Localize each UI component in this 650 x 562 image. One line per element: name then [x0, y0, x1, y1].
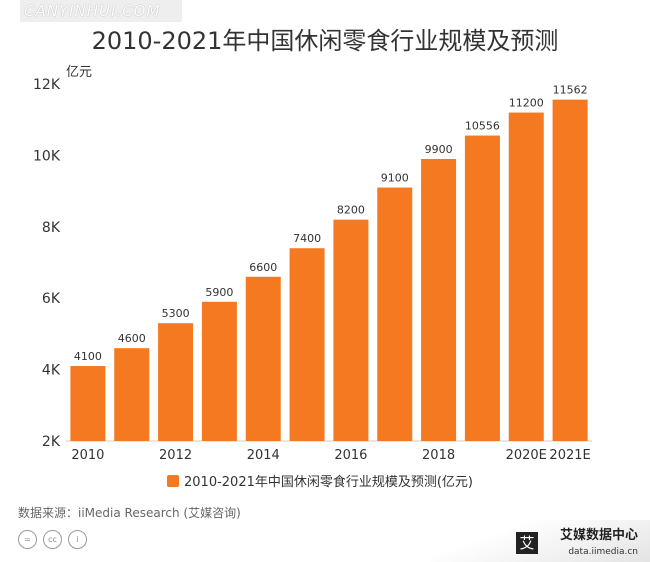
watermark: CANYINHUI.COM — [20, 0, 182, 22]
bar — [377, 187, 413, 441]
y-tick-label: 8K — [42, 220, 61, 236]
y-tick-label: 10K — [33, 148, 61, 164]
cc-by-icon: i — [68, 530, 87, 549]
data-label: 11200 — [509, 97, 544, 110]
bar — [508, 112, 544, 441]
bar — [464, 135, 500, 442]
cc-nd-icon: = — [18, 530, 37, 549]
bar — [245, 276, 281, 441]
x-tick-label: 2018 — [422, 448, 455, 463]
brand-name: 艾媒数据中心 — [559, 528, 638, 543]
x-tick-label: 2012 — [159, 448, 192, 463]
y-tick-label: 2K — [42, 434, 61, 450]
data-label: 9100 — [381, 172, 409, 185]
cc-icon: cc — [43, 530, 62, 549]
y-tick-label: 6K — [42, 291, 61, 307]
data-label: 9900 — [425, 143, 453, 156]
bar — [201, 301, 237, 441]
x-tick-label: 2016 — [334, 448, 367, 463]
data-label: 5300 — [162, 307, 190, 320]
data-source: 数据来源：iiMedia Research (艾媒咨询) — [18, 506, 241, 520]
bar — [289, 248, 325, 441]
data-label: 10556 — [465, 120, 500, 133]
data-label: 4600 — [118, 332, 146, 345]
legend-swatch — [167, 475, 179, 487]
data-label: 4100 — [74, 350, 102, 363]
y-axis-label: 亿元 — [66, 65, 92, 80]
bar — [333, 219, 369, 441]
chart-title: 2010-2021年中国休闲零食行业规模及预测 — [91, 27, 559, 55]
brand-logo: 艾 艾媒数据中心 data.iimedia.cn — [430, 520, 650, 562]
bar — [70, 366, 106, 441]
x-tick-label: 2021E — [549, 448, 590, 463]
data-label: 6600 — [249, 261, 277, 274]
x-tick-label: 2020E — [506, 448, 547, 463]
bar — [552, 99, 588, 441]
x-tick-label: 2014 — [247, 448, 280, 463]
bar-chart: 2K 4K 6K 8K 10K 12K 亿元 4100 2010 4600 5300 2012 5900… — [33, 65, 592, 490]
iimedia-logo-icon: 艾 — [516, 532, 538, 554]
brand-url: data.iimedia.cn — [568, 547, 638, 557]
data-label: 8200 — [337, 204, 365, 217]
legend-label: 2010-2021年中国休闲零食行业规模及预测(亿元) — [184, 474, 473, 490]
data-label: 5900 — [205, 286, 233, 299]
y-tick-label: 12K — [33, 77, 61, 93]
data-label: 7400 — [293, 232, 321, 245]
bar — [114, 348, 150, 441]
license-icons: = cc i — [18, 530, 87, 549]
data-label: 11562 — [553, 84, 588, 97]
bar — [421, 158, 457, 441]
y-tick-label: 4K — [42, 363, 61, 379]
bar — [158, 323, 194, 441]
x-tick-label: 2010 — [71, 448, 104, 463]
